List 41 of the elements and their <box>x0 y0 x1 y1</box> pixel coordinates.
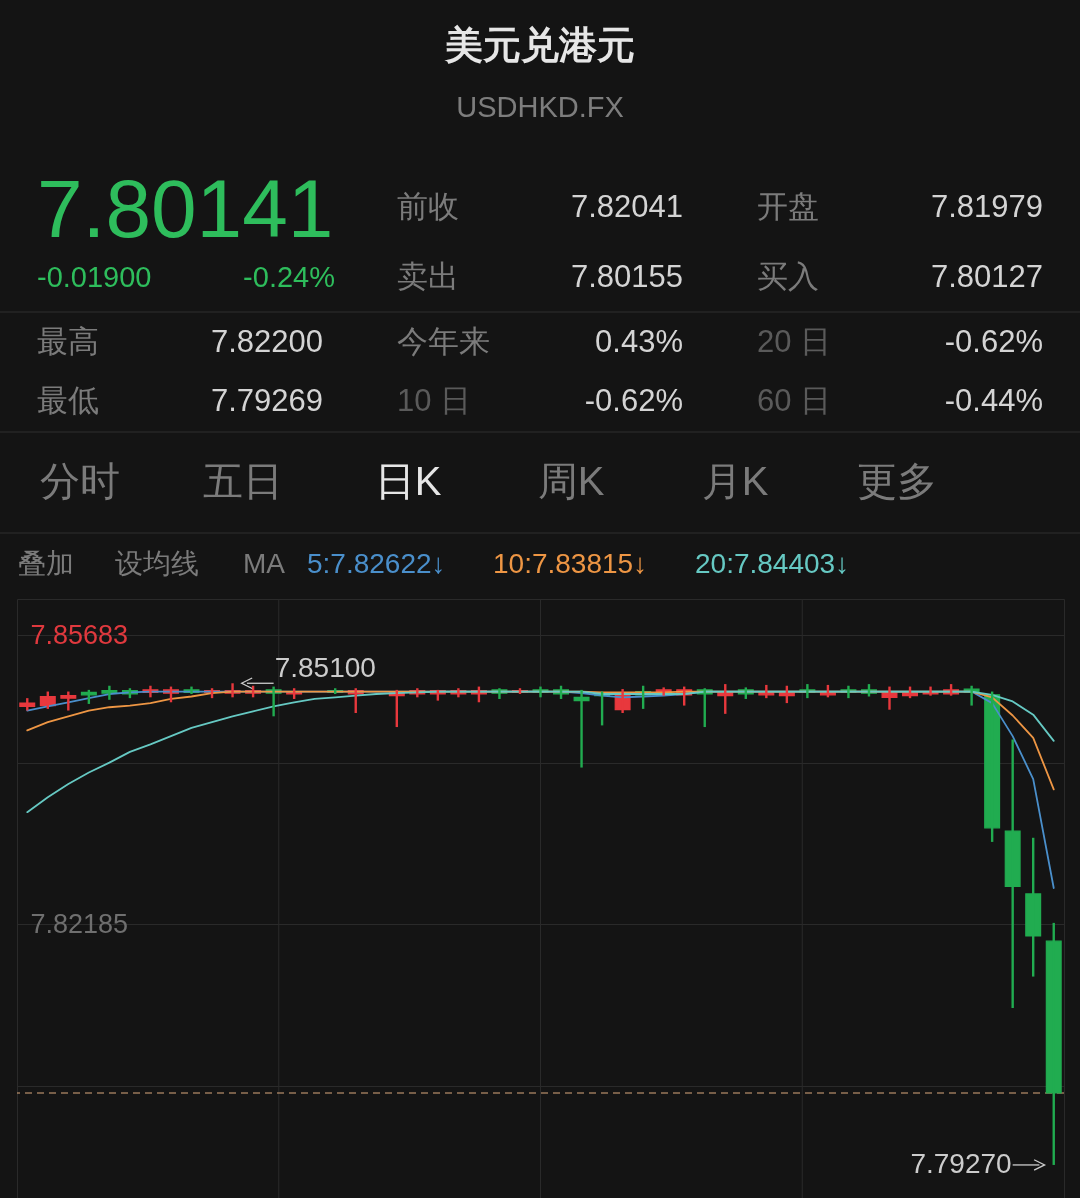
text: 5:7.82622↓ <box>307 548 446 579</box>
text: -0.01900 <box>37 261 152 293</box>
text: 最高 <box>37 324 99 359</box>
chart-subtitle: USDHKD.FX <box>456 91 624 123</box>
text: 分时 <box>40 459 120 503</box>
text: 7.80155 <box>570 259 683 294</box>
text: 买入 <box>757 259 819 294</box>
text: 7.82200 <box>210 324 323 359</box>
text: 开盘 <box>757 189 819 224</box>
text: -0.62% <box>584 383 683 418</box>
text: 今年来 <box>397 324 490 359</box>
text: 7.79269 <box>210 383 323 418</box>
text: 周K <box>537 459 605 503</box>
text: -0.24% <box>243 261 335 293</box>
text: 20 日 <box>757 324 832 359</box>
text: 60 日 <box>757 383 832 418</box>
text: 叠加 <box>18 548 74 579</box>
text: 7.81979 <box>930 189 1043 224</box>
text: 0.43% <box>595 324 683 359</box>
annotation: 7.79270 <box>910 1147 1012 1179</box>
text: 更多 <box>857 459 937 503</box>
text: 7.80127 <box>930 259 1043 294</box>
y-tick-label: 7.85683 <box>30 619 129 650</box>
text: 7.82041 <box>570 189 683 224</box>
text: 设均线 <box>115 548 199 579</box>
text: -0.44% <box>944 383 1043 418</box>
text: 10:7.83815↓ <box>493 548 648 579</box>
text: 卖出 <box>397 259 459 294</box>
text: 月K <box>701 459 769 503</box>
text: 10 日 <box>397 383 472 418</box>
y-tick-label: 7.82185 <box>30 908 129 939</box>
text: 最低 <box>37 383 99 418</box>
legend-title: MA <box>243 548 286 579</box>
text: 前收 <box>397 189 459 224</box>
text: 20:7.84403↓ <box>695 548 850 579</box>
chart-title: 美元兑港元 <box>444 24 635 66</box>
text: -0.62% <box>944 324 1043 359</box>
text: 日K <box>374 459 442 503</box>
annotation: 7.85100 <box>274 652 376 684</box>
text: 7.80141 <box>37 163 334 254</box>
text: 五日 <box>203 459 283 503</box>
